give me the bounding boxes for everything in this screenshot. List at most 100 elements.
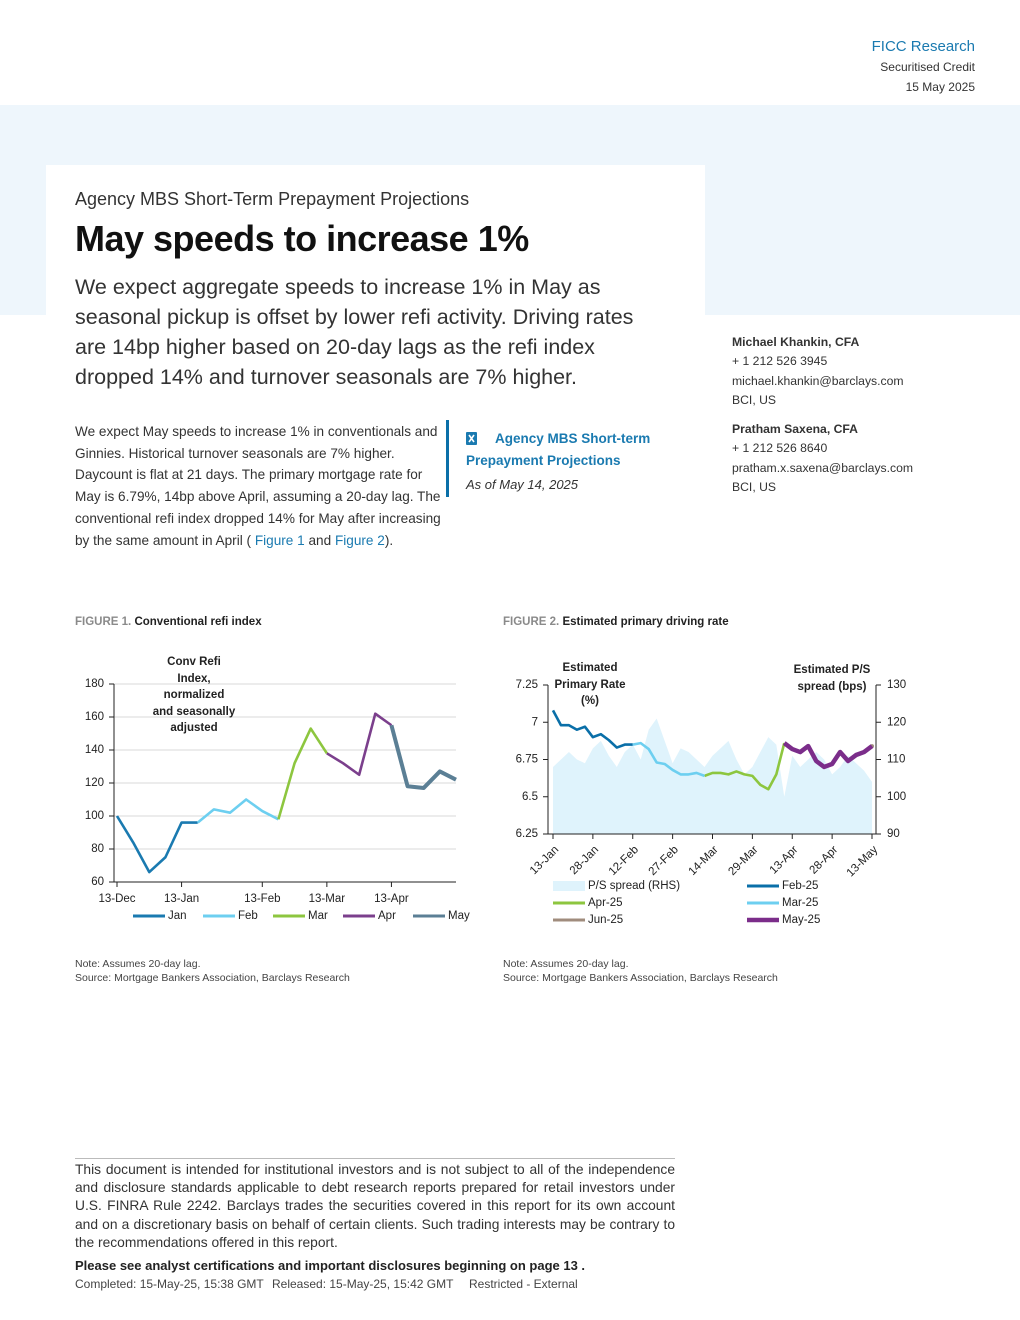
legend-label: May-25: [782, 914, 820, 926]
kicker: Agency MBS Short-Term Prepayment Project…: [75, 189, 470, 209]
line: [326, 712, 393, 777]
line: [389, 724, 457, 790]
figure-link[interactable]: Figure 1: [254, 532, 305, 548]
y-tick-label: 120: [85, 777, 104, 789]
x-tick-label: 13-Dec: [98, 893, 135, 905]
disclosure[interactable]: Please see analyst certifications and im…: [75, 1258, 586, 1273]
author-phone: + 1 212 526 8640: [732, 441, 828, 456]
legend-label: Jan: [168, 910, 187, 922]
legend-label: Feb-25: [782, 880, 818, 892]
legend-label: Mar-25: [782, 897, 818, 909]
x-tick-label: 14-Mar: [687, 844, 721, 878]
legend-label: Mar: [308, 910, 328, 922]
y-tick-label: 180: [85, 678, 104, 690]
figure-label: FIGURE 1.: [75, 616, 132, 628]
x-tick-label: 28-Apr: [807, 844, 840, 877]
figure-caption: FIGURE 2. Estimated primary driving rate: [503, 616, 729, 628]
y-axis-label: Estimated Primary Rate (%): [554, 662, 626, 707]
line: [115, 815, 198, 874]
figure-caption: FIGURE 1. Conventional refi index: [75, 616, 262, 628]
note: Note: Assumes 20-day lag.: [75, 958, 201, 970]
author-email[interactable]: pratham.x.saxena@barclays.com: [732, 460, 914, 475]
body: We expect May speeds to increase 1% in c…: [75, 421, 447, 551]
y-tick-label: 6.25: [516, 828, 538, 840]
y-tick-label: 100: [85, 810, 104, 822]
figure-link[interactable]: Figure 2: [334, 532, 385, 548]
x-tick-label: 13-Jan: [528, 844, 561, 877]
author: Michael Khankin, CFA + 1 212 526 3945 mi…: [732, 333, 904, 410]
excel-icon: [466, 432, 477, 445]
x-tick-label: 13-Apr: [768, 844, 801, 877]
y2-tick-label: 100: [887, 791, 906, 803]
x-tick-label: 13-Apr: [374, 893, 409, 905]
as-of: As of May 14, 2025: [466, 477, 579, 492]
body-text: and: [304, 532, 335, 548]
author-phone: + 1 212 526 3945: [732, 354, 828, 369]
legend-label: May: [448, 910, 470, 922]
y2-axis-label: Estimated P/S spread (bps): [793, 664, 871, 693]
line: [704, 742, 786, 791]
sidebar-bar: [446, 420, 449, 497]
x-tick-label: 28-Jan: [568, 844, 601, 877]
author-name: Pratham Saxena, CFA: [732, 422, 858, 436]
released: Released: 15-May-25, 15:42 GMT: [272, 1277, 454, 1291]
summary: We expect aggregate speeds to increase 1…: [75, 275, 634, 389]
area: [553, 718, 872, 834]
source: Source: Mortgage Bankers Association, Ba…: [503, 972, 778, 984]
line: [551, 709, 633, 749]
figure-title: Estimated primary driving rate: [562, 616, 729, 628]
legend-swatch: [553, 881, 585, 891]
x-tick-label: 13-Mar: [309, 893, 346, 905]
charts: 60 80 100 120 140 160 180 13-Dec 13-Jan 13-Feb 13-…: [85, 678, 906, 926]
section: Securitised Credit: [880, 60, 975, 74]
legend-label: Feb: [238, 910, 258, 922]
source: Source: Mortgage Bankers Association, Ba…: [75, 972, 350, 984]
body-text: We expect May speeds to increase 1% in c…: [75, 424, 441, 548]
disclaimer: This document is intended for institutio…: [75, 1162, 675, 1250]
author-name: Michael Khankin, CFA: [732, 335, 860, 349]
footer-rule: [75, 1158, 675, 1159]
y2-tick-label: 130: [887, 679, 906, 691]
sidebar-link[interactable]: Agency MBS Short-term Prepayment Project…: [466, 431, 651, 468]
figure-notes: Note: Assumes 20-day lag. Source: Mortga…: [503, 957, 778, 985]
body-text: ).: [384, 532, 394, 548]
x-tick-label: 27-Feb: [647, 844, 681, 878]
legend-label: Apr-25: [588, 897, 623, 909]
y-tick-label: 60: [91, 876, 104, 888]
y-tick-label: 7.25: [516, 679, 538, 691]
brand: FICC Research: [871, 38, 975, 55]
hero-card: [46, 165, 705, 405]
y-tick-label: 80: [91, 843, 104, 855]
y-tick-label: 6.75: [516, 754, 538, 766]
figure-label: FIGURE 2.: [503, 616, 560, 628]
note: Note: Assumes 20-day lag.: [503, 958, 629, 970]
line: [196, 798, 280, 824]
y-tick-label: 140: [85, 744, 104, 756]
y-tick-label: 160: [85, 711, 104, 723]
legend-label: Jun-25: [588, 914, 623, 926]
x-tick-label: 13-May: [845, 844, 881, 880]
y-tick-label: 6.5: [522, 791, 538, 803]
title: May speeds to increase 1%: [75, 218, 529, 259]
x-tick-label: 29-Mar: [726, 844, 760, 878]
line: [782, 741, 874, 770]
author: Pratham Saxena, CFA + 1 212 526 8640 pra…: [732, 420, 913, 497]
line: [632, 741, 705, 778]
y2-tick-label: 120: [887, 716, 906, 728]
legend-label: Apr: [378, 910, 396, 922]
x-tick-label: 13-Feb: [244, 893, 280, 905]
x-tick-label: 13-Jan: [164, 893, 199, 905]
line: [277, 727, 328, 820]
x-tick-label: 12-Feb: [607, 844, 641, 878]
completed: Completed: 15-May-25, 15:38 GMT: [75, 1277, 264, 1291]
y-tick-label: 7: [532, 716, 538, 728]
y2-tick-label: 90: [887, 828, 900, 840]
figure-title: Conventional refi index: [134, 616, 262, 628]
y2-tick-label: 110: [887, 754, 905, 766]
classification: Restricted - External: [469, 1277, 578, 1291]
author-email[interactable]: michael.khankin@barclays.com: [732, 373, 904, 388]
legend-label: P/S spread (RHS): [588, 880, 680, 892]
author-entity: BCI, US: [732, 479, 777, 494]
axis-annotation: Conv Refi Index, normalized and seasonal…: [152, 656, 236, 734]
figure-notes: Note: Assumes 20-day lag. Source: Mortga…: [75, 957, 350, 985]
